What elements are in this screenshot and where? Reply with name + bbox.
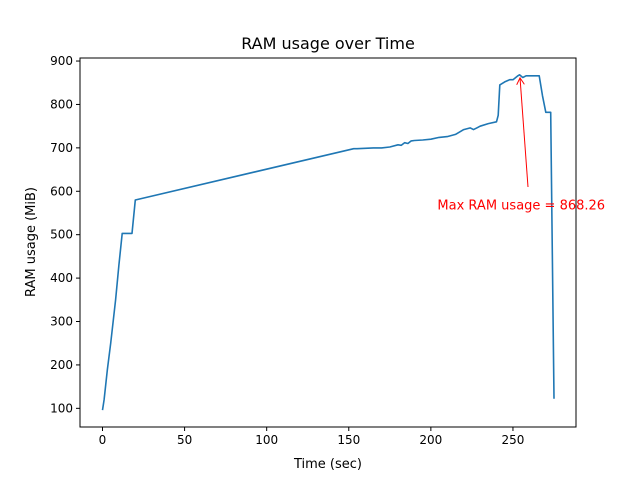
y-tick-label: 900 [50,54,73,68]
plot-frame [79,57,577,428]
y-tick-label: 600 [50,184,73,198]
y-tick-label: 200 [50,358,73,372]
max-annotation-arrow [520,78,529,188]
y-tick-label: 500 [50,228,73,242]
x-tick-label: 200 [419,433,442,447]
x-axis-label: Time (sec) [293,457,362,472]
plot-area [80,58,576,427]
y-axis-label: RAM usage (MiB) [24,187,39,297]
x-tick-label: 0 [99,433,107,447]
y-tick-label: 800 [50,97,73,111]
y-tick-label: 100 [50,401,73,415]
y-axis-ticks: 100 200 300 400 500 600 700 800 900 [50,54,80,415]
y-tick-label: 700 [50,141,73,155]
max-annotation-label: Max RAM usage = 868.26 [437,198,605,213]
x-axis-ticks: 0 50 100 150 200 250 [99,427,525,447]
x-tick-label: 150 [337,433,360,447]
chart-title: RAM usage over Time [241,34,415,53]
annotation-layer: Max RAM usage = 868.26 [437,78,605,213]
y-tick-label: 400 [50,271,73,285]
y-tick-label: 300 [50,315,73,329]
x-tick-label: 100 [255,433,278,447]
x-tick-label: 50 [177,433,192,447]
x-tick-label: 250 [502,433,525,447]
